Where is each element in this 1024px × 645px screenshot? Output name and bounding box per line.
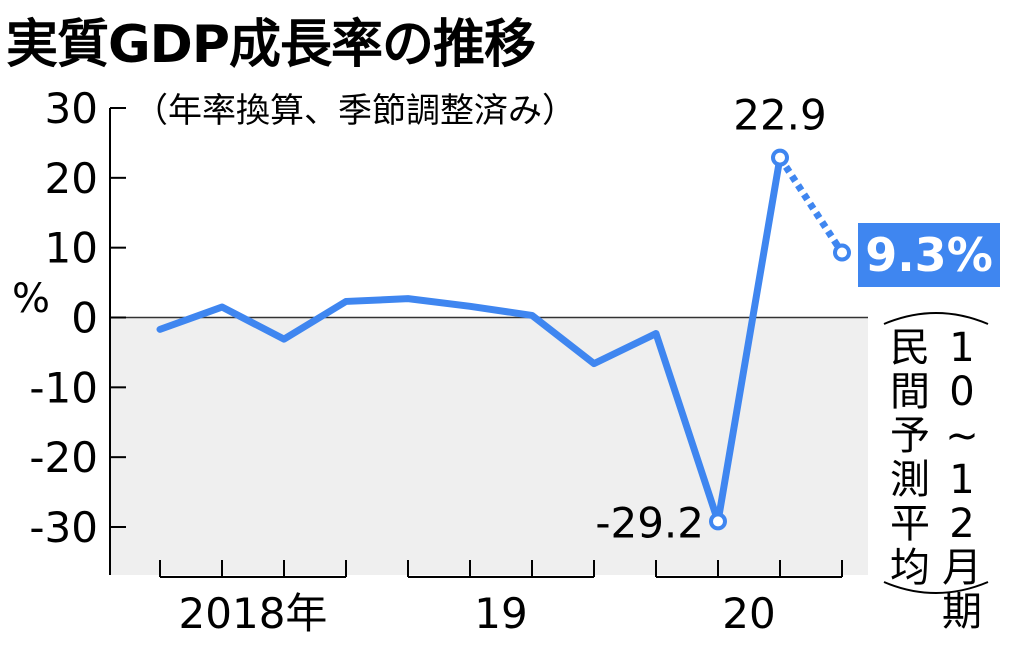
note-brackets [883, 312, 989, 594]
chart-title: 実質GDP成長率の推移 [6, 15, 536, 75]
chart-subtitle: （年率換算、季節調整済み） [134, 91, 576, 131]
note-column-period: 10~12月期 [942, 325, 982, 635]
series-layer [156, 148, 851, 531]
y-tick-label: -30 [29, 503, 98, 552]
x-year-label: 19 [474, 589, 527, 638]
y-tick-label: 20 [45, 154, 98, 203]
y-tick-label: -10 [29, 363, 98, 412]
data-point-marker [709, 512, 727, 531]
note-column-label: 民間予測平均 [890, 325, 930, 591]
y-ticks: 30 20 10 0 -10 -20 -30 [29, 84, 126, 552]
x-year-label: 2018年 [179, 589, 328, 638]
data-point-marker [833, 243, 851, 262]
callout-value-box: 9.3% [858, 223, 1000, 287]
x-axis: 2018年 19 20 [159, 560, 843, 638]
y-axis-label: % [12, 276, 50, 322]
data-label: -29.2 [595, 498, 704, 547]
y-tick-label: -20 [29, 433, 98, 482]
x-year-label: 20 [722, 589, 775, 638]
data-label: 22.9 [733, 91, 827, 140]
gdp-line [156, 154, 784, 525]
y-tick-label: 0 [71, 294, 98, 343]
y-tick-label: 10 [45, 224, 98, 273]
forecast-line [777, 155, 845, 255]
y-tick-label: 30 [45, 84, 98, 133]
negative-area [110, 317, 868, 575]
forecast-note: 民間予測平均 10~12月期 [878, 308, 994, 634]
data-point-marker [771, 148, 789, 167]
annotations: -29.2 22.9 [595, 91, 826, 548]
